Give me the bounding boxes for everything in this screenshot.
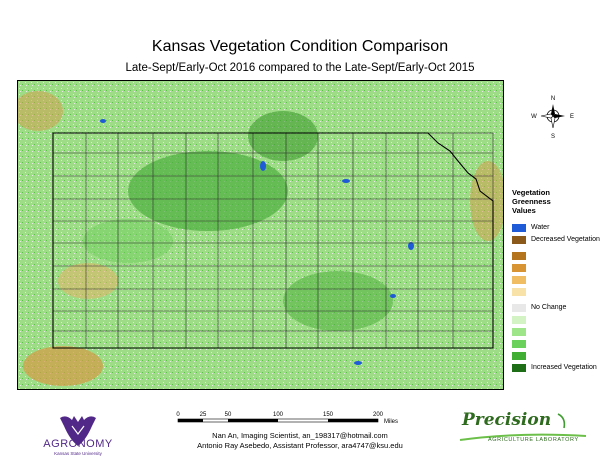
legend-swatch <box>512 364 526 372</box>
scale-tick: 100 <box>273 412 284 418</box>
precision-logo-subtext: AGRICULTURE LABORATORY <box>488 437 579 443</box>
scale-tick: 25 <box>200 412 207 418</box>
page-subtitle: Late-Sept/Early-Oct 2016 compared to the… <box>125 62 475 74</box>
compass-e: E <box>570 114 574 120</box>
legend-row <box>512 339 600 349</box>
precision-logo-text: Precision <box>462 410 552 430</box>
legend-row: Increased Vegetation <box>512 363 600 373</box>
legend-title-line2: Greenness <box>512 197 551 206</box>
legend: Vegetation Greenness Values Water Decreas… <box>512 188 600 372</box>
legend-title-line1: Vegetation <box>512 188 550 197</box>
legend-row <box>512 351 600 361</box>
water-body <box>390 294 396 298</box>
legend-swatch <box>512 276 526 284</box>
legend-row <box>512 315 600 325</box>
legend-row <box>512 275 600 285</box>
agronomy-logo-subtext: Kansas State University <box>54 451 102 456</box>
legend-swatch <box>512 340 526 348</box>
legend-items: Water Decreased Vegetation No Change Increa… <box>512 223 600 372</box>
legend-title-line3: Values <box>512 206 536 215</box>
agronomy-logo-text: AGRONOMY <box>43 438 113 450</box>
water-body <box>100 119 106 123</box>
water-body <box>354 361 362 365</box>
decrease-region <box>18 91 63 131</box>
greening-region <box>248 111 318 161</box>
water-body <box>260 161 266 171</box>
legend-row <box>512 287 600 297</box>
scale-bar: 0 25 50 100 150 200 Miles <box>170 408 420 428</box>
legend-swatch <box>512 264 526 272</box>
scale-tick: 200 <box>373 412 384 418</box>
north-arrow: N S W E <box>530 92 576 142</box>
precision-ag-logo <box>459 413 587 441</box>
legend-row: No Change <box>512 303 600 313</box>
legend-swatch <box>512 316 526 324</box>
compass-n: N <box>551 96 555 102</box>
legend-row: Water <box>512 223 600 233</box>
scale-unit: Miles <box>384 419 398 425</box>
legend-label: Water <box>531 224 550 231</box>
decrease-region <box>23 346 103 386</box>
credit-line-2: Antonio Ray Asebedo, Assistant Professor… <box>197 441 403 450</box>
scale-tick: 150 <box>323 412 334 418</box>
legend-swatch <box>512 304 526 312</box>
compass-s: S <box>551 134 555 140</box>
scale-tick: 0 <box>176 412 180 418</box>
credit-line-1: Nan An, Imaging Scientist, an_198317@hot… <box>212 431 388 440</box>
greening-region <box>83 219 173 263</box>
water-body <box>408 242 414 250</box>
legend-swatch <box>512 224 526 232</box>
legend-swatch <box>512 328 526 336</box>
greening-region <box>283 271 393 331</box>
kansas-border <box>52 132 494 349</box>
legend-row <box>512 263 600 273</box>
kstate-wildcat-logo <box>60 416 96 446</box>
greening-region <box>128 151 288 231</box>
compass-w: W <box>531 114 537 120</box>
legend-label: Decreased Vegetation <box>531 236 600 243</box>
legend-label: No Change <box>531 304 567 311</box>
scale-tick: 50 <box>225 412 232 418</box>
legend-swatch <box>512 252 526 260</box>
water-body <box>342 179 350 183</box>
map-canvas <box>18 81 503 389</box>
legend-swatch <box>512 288 526 296</box>
legend-swatch <box>512 352 526 360</box>
page-title: Kansas Vegetation Condition Comparison <box>151 38 449 55</box>
decrease-region <box>58 263 118 299</box>
vegetation-map <box>17 80 504 390</box>
legend-row <box>512 327 600 337</box>
legend-label: Increased Vegetation <box>531 364 597 371</box>
legend-row <box>512 251 600 261</box>
legend-swatch <box>512 236 526 244</box>
legend-row: Decreased Vegetation <box>512 235 600 245</box>
